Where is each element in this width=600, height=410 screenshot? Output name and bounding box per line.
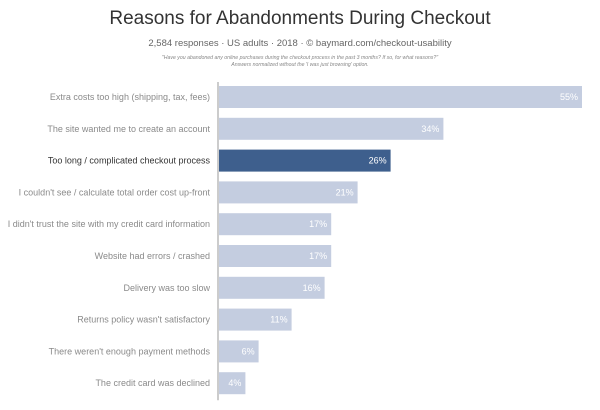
value-label-1: 34% <box>421 124 439 134</box>
bar-3 <box>219 181 358 204</box>
bar-6 <box>219 276 325 299</box>
bar-4 <box>219 213 332 236</box>
value-label-5: 17% <box>309 251 327 261</box>
value-label-9: 4% <box>228 378 241 388</box>
value-label-8: 6% <box>242 346 255 356</box>
category-label-1: The site wanted me to create an account <box>47 124 210 134</box>
category-label-8: There weren't enough payment methods <box>49 346 211 356</box>
category-label-3: I couldn't see / calculate total order c… <box>19 187 211 197</box>
bar-1 <box>219 117 444 140</box>
survey-question-note: "Have you abandoned any online purchases… <box>161 55 439 61</box>
category-label-9: The credit card was declined <box>95 378 210 388</box>
category-label-6: Delivery was too slow <box>123 283 210 293</box>
category-label-0: Extra costs too high (shipping, tax, fee… <box>50 92 210 102</box>
value-label-7: 11% <box>270 315 287 325</box>
value-label-4: 17% <box>309 219 327 229</box>
chart-subtitle: 2,584 responses · US adults · 2018 · © b… <box>148 38 452 49</box>
category-label-2: Too long / complicated checkout process <box>48 156 211 166</box>
bar-8 <box>219 340 259 363</box>
category-label-5: Website had errors / crashed <box>95 251 210 261</box>
bar-2 <box>219 149 391 172</box>
chart-title: Reasons for Abandonments During Checkout <box>109 8 491 29</box>
value-label-0: 55% <box>560 92 578 102</box>
category-label-4: I didn't trust the site with my credit c… <box>8 219 210 229</box>
bar-5 <box>219 245 332 267</box>
bar-7 <box>219 308 292 331</box>
value-label-2: 26% <box>369 156 387 166</box>
bar-0 <box>219 86 582 108</box>
value-label-3: 21% <box>336 187 354 197</box>
category-label-7: Returns policy wasn't satisfactory <box>77 315 210 325</box>
value-label-6: 16% <box>303 283 321 293</box>
normalization-note: Answers normalized without the 'I was ju… <box>231 62 369 68</box>
bar-9 <box>219 372 246 395</box>
